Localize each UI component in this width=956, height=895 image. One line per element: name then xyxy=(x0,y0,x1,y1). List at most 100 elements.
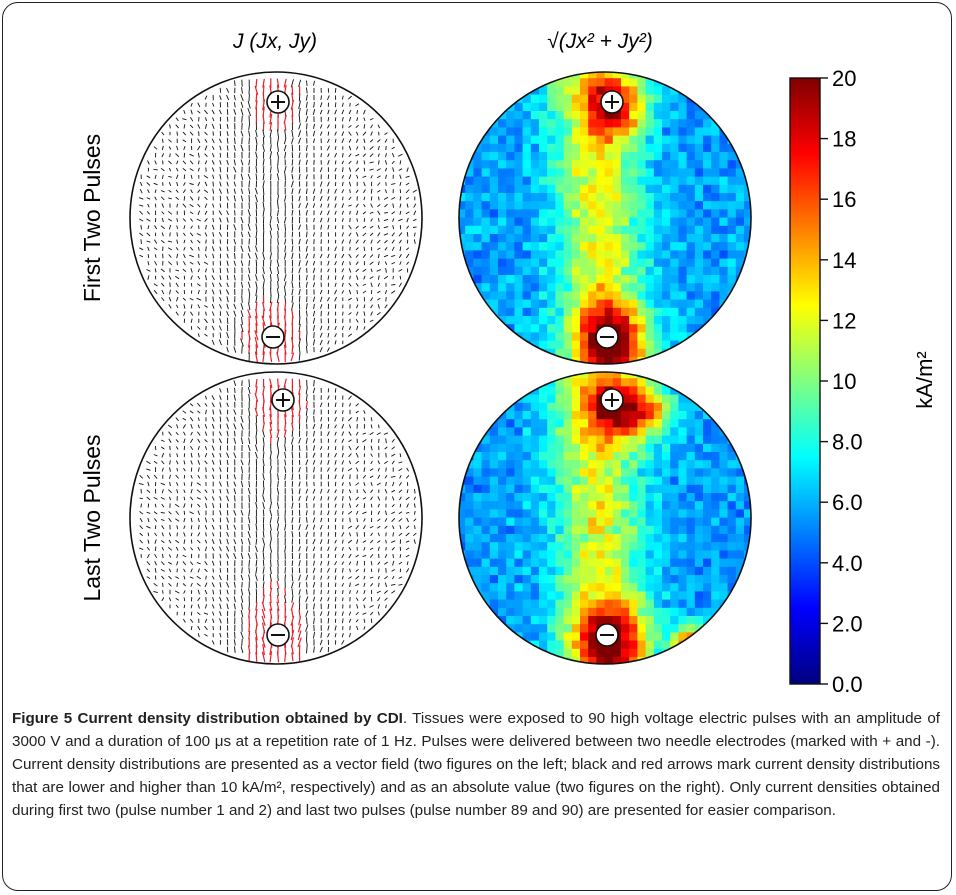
heatmap-cell xyxy=(489,176,499,186)
vector-arrow xyxy=(218,188,222,194)
heatmap-cell xyxy=(588,324,597,333)
heatmap-cell xyxy=(711,607,720,617)
heatmap-cell xyxy=(703,357,712,364)
heatmap-cell xyxy=(459,225,466,235)
vector-arrow xyxy=(204,604,208,609)
vector-arrow xyxy=(334,546,337,551)
vector-arrow xyxy=(175,174,179,180)
heatmap-cell xyxy=(612,143,622,153)
vector-arrow xyxy=(327,246,330,251)
heatmap-cell xyxy=(694,534,704,543)
heatmap-cell xyxy=(645,152,655,161)
heatmap-cell xyxy=(473,275,482,284)
heatmap-cell xyxy=(514,372,523,379)
vector-arrow xyxy=(190,460,193,465)
vector-arrow xyxy=(377,210,381,215)
heatmap-cell xyxy=(522,525,532,535)
vector-arrow xyxy=(262,644,265,656)
heatmap-cell xyxy=(670,266,679,276)
heatmap-cell xyxy=(571,324,581,333)
heatmap-cell xyxy=(678,291,687,300)
heatmap-cell xyxy=(752,152,761,161)
heatmap-cell xyxy=(703,94,712,104)
vector-arrow xyxy=(392,481,395,487)
heatmap-cell xyxy=(588,525,597,535)
heatmap-cell xyxy=(678,135,687,145)
heatmap-cell xyxy=(530,160,540,169)
heatmap-cell xyxy=(514,534,523,543)
vector-arrow xyxy=(276,137,280,145)
vector-arrow xyxy=(305,202,309,209)
heatmap-cell xyxy=(522,160,532,169)
vector-arrow xyxy=(312,310,316,317)
heatmap-cell xyxy=(678,372,687,379)
heatmap-cell xyxy=(506,348,515,358)
heatmap-cell xyxy=(637,332,646,341)
vector-arrow xyxy=(334,503,337,508)
heatmap-cell xyxy=(727,468,737,477)
heatmap-cell xyxy=(662,517,671,527)
vector-arrow xyxy=(183,239,186,244)
heatmap-cell xyxy=(580,86,589,95)
vector-arrow xyxy=(241,87,243,94)
heatmap-cell xyxy=(670,411,679,420)
heatmap-cell xyxy=(727,386,737,395)
vector-arrow xyxy=(284,151,287,159)
heatmap-cell xyxy=(514,86,523,95)
heatmap-cell xyxy=(596,307,605,317)
heatmap-cell xyxy=(637,365,646,374)
vector-arrow xyxy=(327,539,330,545)
heatmap-cell xyxy=(719,534,728,543)
heatmap-cell xyxy=(530,176,540,186)
heatmap-cell xyxy=(621,152,630,161)
heatmap-cell xyxy=(727,452,737,461)
heatmap-cell xyxy=(596,135,605,145)
vector-arrow xyxy=(298,130,302,138)
vector-arrow xyxy=(168,517,172,523)
vector-arrow xyxy=(334,460,337,465)
vector-arrow xyxy=(190,275,193,280)
heatmap-cell xyxy=(678,525,687,535)
heatmap-cell xyxy=(621,102,630,112)
heatmap-cell xyxy=(670,299,679,309)
heatmap-cell xyxy=(459,111,466,120)
vector-arrow xyxy=(327,217,330,223)
heatmap-cell xyxy=(612,460,622,469)
heatmap-cell xyxy=(580,176,589,186)
vector-arrow xyxy=(219,145,222,151)
vector-arrow xyxy=(412,189,417,193)
heatmap-cell xyxy=(481,316,491,325)
vector-arrow xyxy=(355,254,359,258)
vector-arrow xyxy=(262,487,265,495)
heatmap-cell xyxy=(621,94,630,104)
vector-arrow xyxy=(341,260,345,266)
heatmap-cell xyxy=(596,209,605,218)
vector-arrow xyxy=(196,561,201,565)
vector-arrow xyxy=(262,494,266,502)
vector-arrow xyxy=(341,452,344,458)
heatmap-cell xyxy=(523,365,532,374)
heatmap-cell xyxy=(678,160,687,169)
heatmap-cell xyxy=(670,86,679,95)
heatmap-cell xyxy=(580,501,589,510)
heatmap-cell xyxy=(489,583,499,592)
vector-arrow xyxy=(226,553,230,559)
heatmap-cell xyxy=(539,209,548,218)
heatmap-cell xyxy=(563,460,573,469)
heatmap-cell xyxy=(506,209,515,218)
vector-arrow xyxy=(320,575,323,580)
heatmap-cell xyxy=(645,250,655,259)
heatmap-cell xyxy=(727,168,737,177)
heatmap-cell xyxy=(547,493,556,502)
heatmap-cell xyxy=(653,517,663,527)
heatmap-cell xyxy=(670,484,679,494)
heatmap-cell xyxy=(744,493,751,502)
heatmap-cell xyxy=(653,324,663,333)
heatmap-cell xyxy=(506,517,515,527)
vector-arrow xyxy=(255,151,258,159)
heatmap-cell xyxy=(612,525,622,535)
heatmap-cell xyxy=(678,348,687,358)
vector-arrow xyxy=(205,246,207,252)
heatmap-cell xyxy=(563,152,573,161)
heatmap-cell xyxy=(498,72,507,79)
